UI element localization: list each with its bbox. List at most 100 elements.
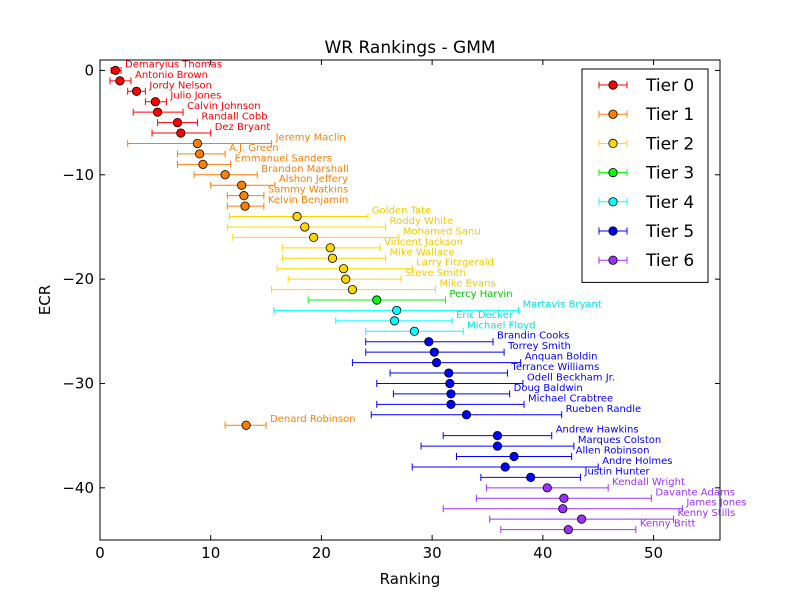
player-label: Emmanuel Sanders — [235, 153, 332, 164]
player-label: Kelvin Benjamin — [268, 195, 348, 206]
data-point — [341, 274, 351, 284]
data-point — [110, 65, 121, 76]
player-label: A.J. Green — [229, 143, 278, 154]
player-label: Eric Decker — [456, 310, 514, 321]
player-label: Percy Harvin — [449, 289, 512, 300]
data-point — [392, 305, 402, 316]
player-label: Andre Holmes — [602, 456, 672, 467]
legend-label: Tier 5 — [645, 222, 694, 242]
plot-frame — [99, 59, 721, 541]
legend-box — [581, 68, 709, 283]
player-label: Odell Beckham Jr. — [527, 372, 615, 383]
data-point — [492, 431, 503, 441]
player-label: Jeremy Maclin — [275, 132, 346, 143]
data-point — [325, 243, 335, 253]
x-tick-label: 20 — [312, 544, 331, 562]
player-label: Denard Robinson — [270, 414, 356, 425]
data-point — [239, 191, 249, 201]
data-point — [577, 514, 587, 524]
data-point — [445, 378, 455, 389]
data-point — [389, 316, 400, 326]
player-label: Michael Floyd — [467, 320, 535, 331]
data-point — [409, 326, 420, 336]
legend-marker — [608, 226, 618, 236]
data-point — [241, 420, 251, 430]
player-label: Steve Smith — [405, 268, 466, 279]
player-label: Kenny Britt — [640, 519, 696, 530]
legend-label: Tier 4 — [645, 193, 694, 213]
y-tick-label: −40 — [62, 479, 94, 497]
y-tick-label: 0 — [84, 61, 94, 79]
player-label: Larry Fitzgerald — [416, 258, 494, 269]
legend: Tier 0 Tier 1 Tier 2 Tier 3 Tier 4 Tier 5 Tier… — [581, 68, 709, 283]
legend-marker — [608, 109, 618, 119]
legend-marker — [608, 255, 618, 265]
legend-label: Tier 0 — [645, 76, 694, 96]
data-point — [500, 462, 510, 472]
data-point — [429, 347, 439, 357]
player-label: Golden Tate — [372, 206, 431, 217]
player-label: Dez Bryant — [215, 122, 271, 133]
legend-label: Tier 6 — [645, 251, 694, 271]
y-axis-label: ECR — [36, 285, 54, 315]
player-label: Doug Baldwin — [514, 383, 583, 394]
legend-label: Tier 1 — [645, 105, 694, 125]
data-point — [240, 201, 250, 211]
player-label: Kenny Stills — [678, 508, 736, 519]
legend-label: Tier 2 — [645, 134, 694, 154]
legend-marker — [608, 168, 618, 178]
player-label: Allen Robinson — [576, 446, 650, 457]
legend-marker — [608, 197, 618, 207]
player-label: Marques Colston — [578, 435, 661, 446]
player-label: Randall Cobb — [201, 112, 267, 123]
player-label: Jordy Nelson — [148, 80, 212, 91]
data-point — [292, 211, 302, 222]
data-point — [431, 358, 442, 368]
player-label: Vincent Jackson — [384, 237, 463, 248]
y-tick-label: −30 — [62, 374, 94, 392]
player-label: James Jones — [685, 498, 746, 509]
data-point — [492, 441, 503, 451]
player-label: Davante Adams — [655, 487, 735, 498]
data-point — [220, 170, 230, 180]
player-label: Martavis Bryant — [523, 299, 602, 310]
y-tick-label: −20 — [62, 270, 94, 288]
player-label: Michael Crabtree — [528, 393, 613, 404]
data-point — [461, 410, 472, 420]
player-label: Mike Wallace — [390, 247, 455, 258]
player-label: Demaryius Thomas — [125, 59, 222, 70]
player-label: Mohamed Sanu — [403, 226, 481, 237]
x-tick-label: 30 — [423, 544, 442, 562]
player-label: Torrey Smith — [507, 341, 571, 352]
data-point — [347, 284, 358, 295]
data-point — [152, 107, 163, 117]
x-tick-label: 40 — [533, 544, 552, 562]
player-label: Justin Hunter — [584, 466, 651, 477]
player-label: Sammy Watkins — [268, 185, 348, 196]
data-point — [424, 337, 434, 347]
data-point — [176, 128, 186, 138]
data-point — [559, 493, 569, 503]
player-label: Julio Jones — [169, 91, 221, 102]
legend-marker — [608, 138, 618, 148]
legend-marker — [608, 80, 618, 90]
x-tick-label: 0 — [95, 544, 105, 562]
data-point — [327, 253, 338, 263]
x-tick-label: 10 — [201, 544, 220, 562]
data-point — [131, 86, 142, 96]
player-label: Rueben Randle — [566, 404, 641, 415]
data-point — [542, 483, 552, 493]
data-point — [237, 180, 247, 190]
player-label: Andrew Hawkins — [556, 425, 639, 436]
legend-label: Tier 3 — [645, 164, 694, 184]
player-label: Brandon Marshall — [261, 164, 349, 175]
player-label: Mike Evans — [439, 279, 495, 290]
player-label: Anquan Boldin — [525, 352, 598, 363]
data-point — [446, 399, 456, 409]
player-label: Calvin Johnson — [187, 101, 261, 112]
player-label: Roddy White — [390, 216, 454, 227]
data-point — [309, 232, 319, 242]
data-point — [300, 222, 310, 232]
data-point — [338, 264, 349, 274]
player-label: Alshon Jeffery — [279, 174, 348, 185]
